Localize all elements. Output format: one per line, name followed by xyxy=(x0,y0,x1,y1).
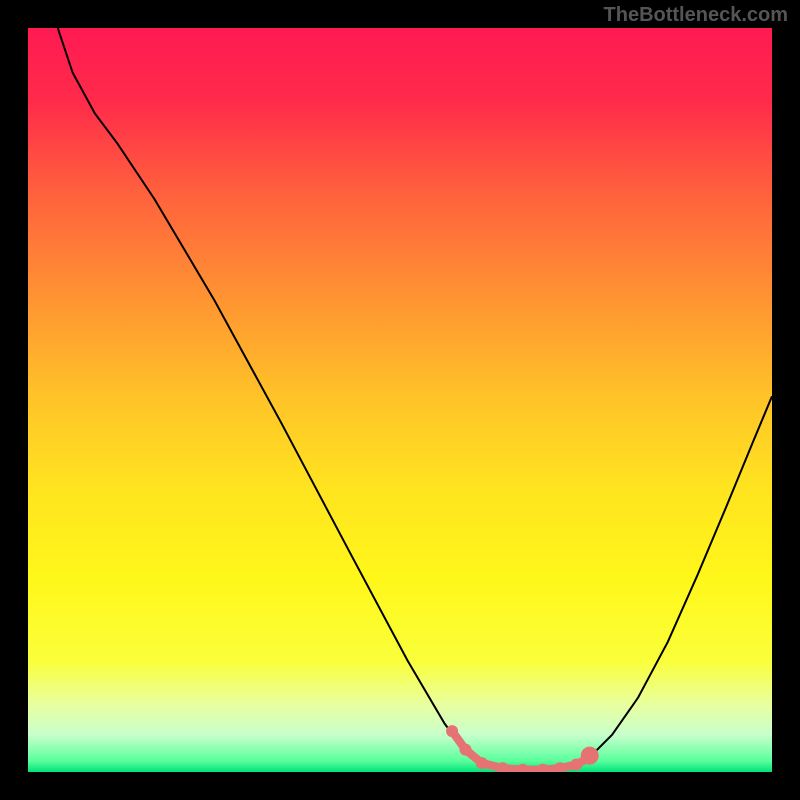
plot-area xyxy=(28,28,772,772)
highlight-markers xyxy=(28,28,772,772)
watermark-text: TheBottleneck.com xyxy=(604,4,788,27)
chart-container: TheBottleneck.com xyxy=(0,0,800,800)
